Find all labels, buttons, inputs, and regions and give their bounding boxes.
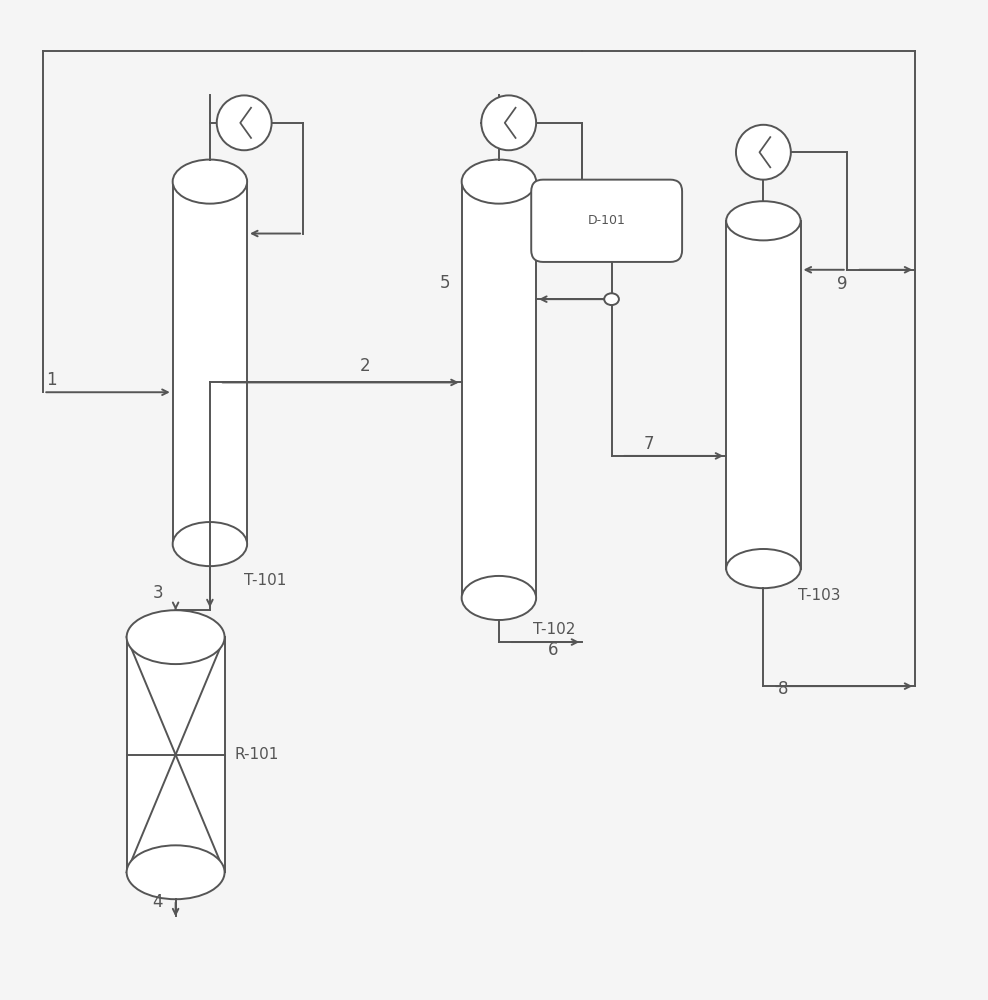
- Text: R-101: R-101: [234, 747, 279, 762]
- Ellipse shape: [605, 293, 618, 305]
- Text: 7: 7: [643, 435, 654, 453]
- Ellipse shape: [126, 845, 224, 899]
- Bar: [726, 221, 800, 569]
- Ellipse shape: [461, 160, 536, 204]
- FancyBboxPatch shape: [532, 180, 682, 262]
- Text: 2: 2: [360, 357, 370, 375]
- Text: 9: 9: [837, 275, 847, 293]
- Bar: [461, 182, 536, 598]
- Ellipse shape: [726, 201, 800, 240]
- Ellipse shape: [126, 610, 224, 664]
- Text: T-103: T-103: [797, 588, 840, 603]
- Text: T-102: T-102: [534, 622, 576, 637]
- Ellipse shape: [173, 522, 247, 566]
- Bar: [173, 182, 247, 544]
- Text: 1: 1: [45, 371, 56, 389]
- Text: D-101: D-101: [588, 214, 625, 227]
- Ellipse shape: [173, 160, 247, 204]
- Text: 4: 4: [153, 893, 163, 911]
- Text: 6: 6: [547, 641, 558, 659]
- Text: 3: 3: [153, 584, 163, 602]
- Ellipse shape: [461, 576, 536, 620]
- Ellipse shape: [726, 549, 800, 588]
- Circle shape: [216, 95, 272, 150]
- Circle shape: [481, 95, 536, 150]
- Text: 8: 8: [778, 680, 788, 698]
- Text: T-101: T-101: [244, 573, 287, 588]
- Text: 5: 5: [440, 274, 451, 292]
- Bar: [126, 637, 224, 872]
- Circle shape: [736, 125, 790, 180]
